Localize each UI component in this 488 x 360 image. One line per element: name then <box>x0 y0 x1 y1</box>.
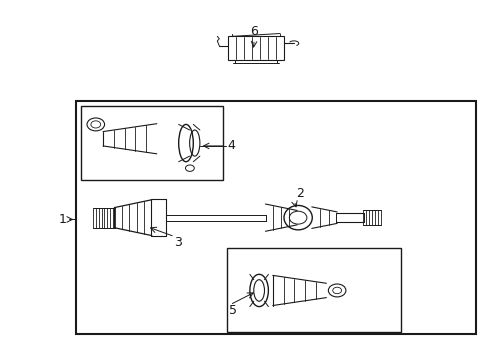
Bar <box>227 36 284 60</box>
Text: 3: 3 <box>173 235 182 249</box>
Text: 4: 4 <box>227 139 235 152</box>
Text: 1: 1 <box>59 213 66 226</box>
Text: 6: 6 <box>250 25 258 39</box>
Bar <box>76 101 475 334</box>
Bar <box>81 107 222 180</box>
Text: 5: 5 <box>228 304 236 317</box>
Text: 2: 2 <box>295 187 303 200</box>
Bar <box>227 248 400 332</box>
